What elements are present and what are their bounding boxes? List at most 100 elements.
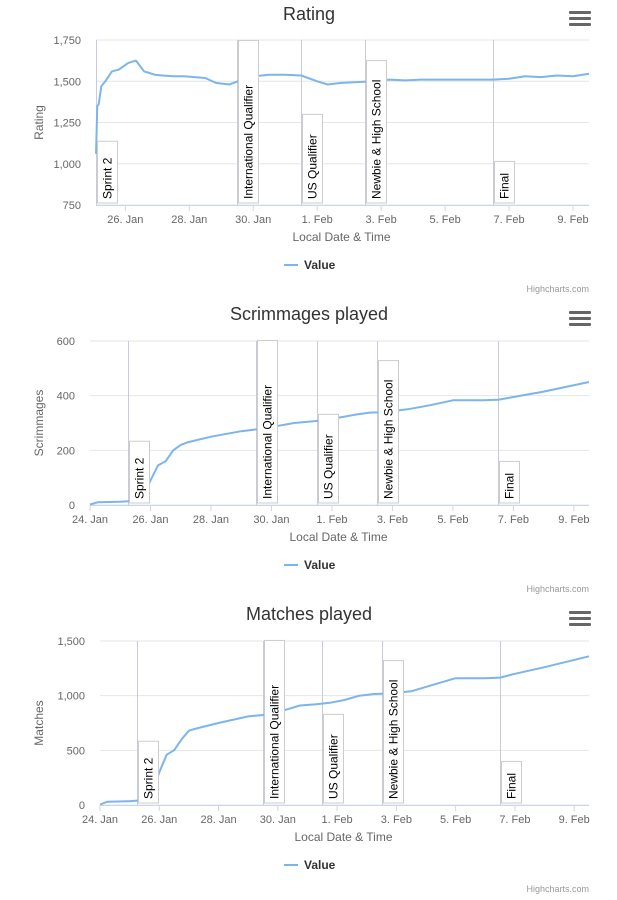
x-tick-label: 7. Feb [499, 814, 530, 826]
event-label: US Qualifier [323, 713, 344, 804]
x-tick-label: 28. Jan [171, 214, 207, 226]
hamburger-menu-icon [569, 323, 591, 326]
chart-context-menu-button[interactable] [569, 311, 591, 331]
rating-chart-panel: 750 1,000 1,250 1,500 1,750 26. Jan 28. Jan 30.… [0, 0, 617, 300]
event-label-text: US Qualifier [306, 134, 320, 199]
event-label: US Qualifier [318, 413, 339, 504]
event-label-box [366, 60, 387, 204]
event-label-text: Sprint 2 [101, 157, 115, 199]
event-label-box [97, 140, 118, 204]
hamburger-menu-icon [569, 311, 591, 314]
event-label-text: International Qualifier [242, 85, 256, 199]
y-tick-label: 0 [69, 500, 75, 512]
hamburger-menu-icon [569, 23, 591, 26]
y-tick-label: 1,000 [53, 159, 81, 171]
x-tick-label: 9. Feb [557, 214, 588, 226]
legend-item-value[interactable]: Value [284, 858, 336, 872]
x-tick-label: 5. Feb [437, 514, 468, 526]
event-label-box [302, 113, 323, 204]
x-tick-label: 1. Feb [321, 814, 352, 826]
event-label-box [378, 360, 399, 504]
event-label: Sprint 2 [97, 140, 118, 204]
legend-item-value[interactable]: Value [284, 258, 336, 272]
event-label: US Qualifier [302, 113, 323, 204]
x-tick-label: 30. Jan [253, 514, 289, 526]
event-label: Sprint 2 [138, 740, 159, 804]
event-label: Newbie & High School [366, 60, 387, 204]
matches-chart: 0 500 1,000 1,500 24. Jan 26. Jan 28. Jan 30. J… [32, 604, 590, 894]
x-tick-label: 9. Feb [559, 814, 590, 826]
event-label-text: Sprint 2 [133, 457, 147, 499]
credits-link[interactable]: Highcharts.com [526, 884, 589, 894]
chart-context-menu-button[interactable] [569, 611, 591, 631]
x-axis-title: Local Date & Time [294, 830, 392, 844]
x-tick-label: 9. Feb [558, 514, 589, 526]
legend-label: Value [304, 858, 336, 872]
hamburger-menu-icon [569, 17, 591, 20]
event-label-box [129, 440, 150, 504]
y-tick-label: 400 [57, 391, 75, 403]
event-label-box [238, 39, 259, 204]
legend-item-value[interactable]: Value [284, 558, 336, 572]
event-label-box [264, 639, 285, 804]
x-tick-label: 5. Feb [440, 814, 471, 826]
x-tick-label: 30. Jan [260, 814, 296, 826]
event-label-box [138, 740, 159, 804]
matches-chart-panel: 0 500 1,000 1,500 24. Jan 26. Jan 28. Jan 30. J… [0, 600, 617, 900]
rating-chart: 750 1,000 1,250 1,500 1,750 26. Jan 28. Jan 30.… [32, 4, 590, 294]
event-label: Final [501, 760, 522, 804]
y-axis-title: Rating [32, 105, 46, 140]
x-tick-label: 5. Feb [430, 214, 461, 226]
legend-label: Value [304, 258, 336, 272]
x-tick-label: 3. Feb [366, 214, 397, 226]
event-label-text: Sprint 2 [142, 757, 156, 799]
event-label-text: Final [498, 173, 512, 199]
x-axis-title: Local Date & Time [292, 230, 390, 244]
event-label-text: International Qualifier [268, 685, 282, 799]
y-tick-label: 1,500 [57, 636, 85, 648]
series-line-value[interactable] [95, 59, 590, 154]
event-label: International Qualifier [264, 639, 285, 804]
event-label-text: Newbie & High School [370, 80, 384, 199]
x-tick-label: 28. Jan [193, 514, 229, 526]
event-label-box [323, 713, 344, 804]
x-tick-label: 28. Jan [200, 814, 236, 826]
y-axis-title: Matches [32, 700, 46, 745]
x-tick-label: 24. Jan [82, 814, 118, 826]
event-label: Final [494, 160, 515, 204]
event-label-text: US Qualifier [322, 434, 336, 499]
y-tick-label: 200 [57, 445, 75, 457]
y-tick-label: 600 [57, 336, 75, 348]
chart-title: Scrimmages played [230, 304, 388, 324]
event-label: Final [499, 460, 520, 504]
event-label-text: Final [505, 773, 519, 799]
x-tick-label: 3. Feb [377, 514, 408, 526]
chart-title: Rating [283, 4, 335, 24]
scrimmages-chart-panel: 0 200 400 600 24. Jan 26. Jan 28. Jan 30. Jan 1.… [0, 300, 617, 600]
x-tick-label: 7. Feb [493, 214, 524, 226]
y-tick-label: 1,250 [53, 118, 81, 130]
event-label-box [318, 413, 339, 504]
y-tick-label: 1,000 [57, 691, 85, 703]
event-label: International Qualifier [257, 339, 278, 504]
credits-link[interactable]: Highcharts.com [526, 584, 589, 594]
event-label-text: International Qualifier [261, 385, 275, 499]
x-tick-label: 26. Jan [132, 514, 168, 526]
x-tick-label: 26. Jan [107, 214, 143, 226]
chart-context-menu-button[interactable] [569, 11, 591, 31]
event-label-box [257, 339, 278, 504]
hamburger-menu-icon [569, 617, 591, 620]
x-tick-label: 3. Feb [381, 814, 412, 826]
x-tick-label: 1. Feb [302, 214, 333, 226]
event-label-text: Final [503, 473, 517, 499]
hamburger-menu-icon [569, 317, 591, 320]
hamburger-menu-icon [569, 623, 591, 626]
y-tick-label: 0 [79, 800, 85, 812]
scrimmages-chart: 0 200 400 600 24. Jan 26. Jan 28. Jan 30. Jan 1.… [32, 304, 589, 594]
hamburger-menu-icon [569, 611, 591, 614]
event-label: Newbie & High School [378, 360, 399, 504]
x-tick-label: 24. Jan [72, 514, 108, 526]
hamburger-menu-icon [569, 11, 591, 14]
credits-link[interactable]: Highcharts.com [526, 284, 589, 294]
legend-label: Value [304, 558, 336, 572]
